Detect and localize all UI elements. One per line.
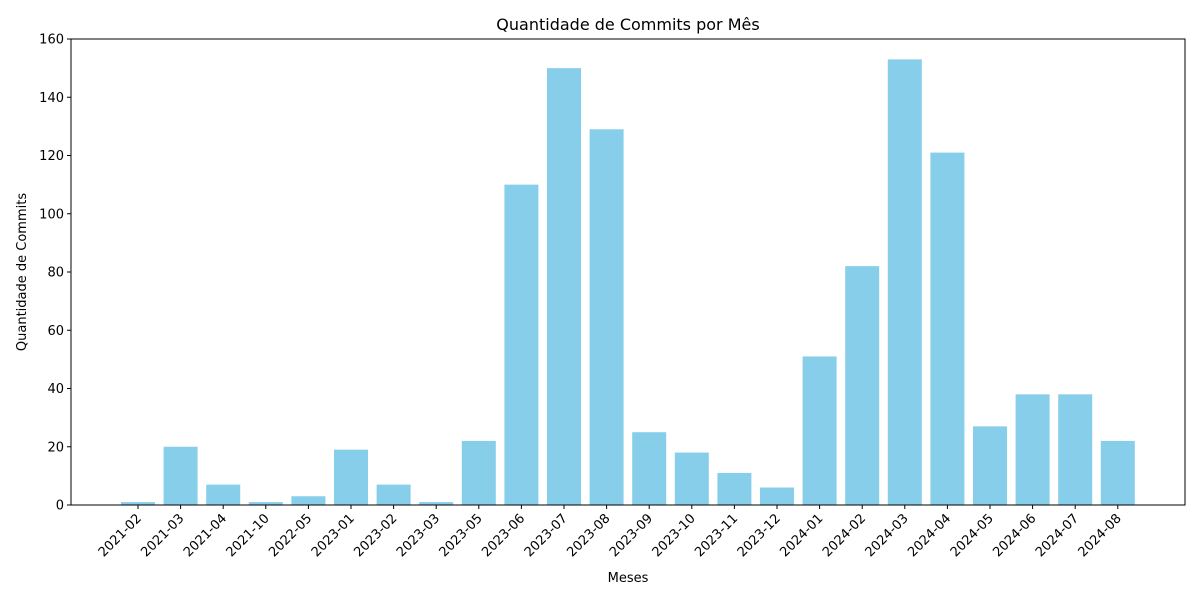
bar-2021-03 [163, 446, 198, 505]
plot-frame [70, 38, 1186, 506]
x-tick-label: 2023-06 [479, 511, 528, 560]
x-tick-label: 2024-04 [905, 511, 954, 560]
y-tick-label: 100 [39, 207, 64, 222]
x-tick-label: 2023-02 [351, 511, 400, 560]
y-tick-label: 80 [47, 266, 64, 281]
bar-2023-10 [674, 452, 709, 505]
bar-2023-08 [589, 129, 624, 506]
y-tick-label: 60 [47, 324, 64, 339]
bar-2023-06 [504, 184, 539, 506]
x-axis-label: Meses [608, 571, 649, 586]
bar-2021-02 [121, 502, 155, 505]
bars-group [121, 59, 1135, 506]
x-tick-label: 2024-08 [1076, 511, 1125, 560]
bar-2022-05 [291, 496, 326, 505]
bar-2023-05 [461, 440, 496, 505]
chart-title: Quantidade de Commits por Mês [496, 15, 759, 34]
bar-2023-09 [632, 432, 667, 505]
y-tick-label: 0 [56, 499, 64, 514]
y-tick-label: 160 [39, 33, 64, 48]
x-tick-label: 2021-04 [181, 511, 230, 560]
y-tick-label: 140 [39, 91, 64, 106]
x-tick-label: 2024-03 [863, 511, 912, 560]
bar-2024-06 [1015, 394, 1050, 505]
x-tick-label: 2021-03 [138, 511, 187, 560]
bar-2024-08 [1100, 440, 1135, 505]
x-tick-label: 2023-01 [309, 511, 358, 560]
x-tick-label: 2023-05 [437, 511, 486, 560]
x-tick-label: 2024-01 [777, 511, 826, 560]
x-tick-label: 2023-09 [607, 511, 656, 560]
bar-2023-07 [547, 68, 581, 506]
bar-2023-01 [334, 449, 368, 505]
x-tick-label: 2023-08 [564, 511, 613, 560]
y-tick-label: 120 [39, 149, 64, 164]
x-tick-label: 2023-07 [522, 511, 571, 560]
bar-2021-04 [206, 484, 241, 505]
x-tick-label: 2023-03 [394, 511, 443, 560]
bar-2023-12 [760, 487, 794, 505]
x-tick-label: 2024-06 [990, 511, 1039, 560]
bar-2023-02 [376, 484, 411, 505]
x-tick-label: 2023-10 [650, 511, 699, 560]
y-axis: 0 20 40 60 80 100 120 140 160 [39, 33, 71, 514]
y-axis-label: Quantidade de Commits [15, 193, 30, 351]
x-tick-label: 2021-02 [96, 511, 145, 560]
bar-2024-03 [887, 59, 922, 505]
bar-2024-07 [1058, 394, 1093, 505]
bar-2023-03 [419, 502, 454, 505]
x-axis: 2021-022021-032021-042021-102022-052023-… [96, 505, 1125, 560]
x-tick-label: 2023-12 [735, 511, 784, 560]
bar-2021-10 [248, 502, 283, 505]
bar-2024-02 [845, 266, 880, 505]
bar-2024-04 [930, 152, 965, 505]
x-tick-label: 2023-11 [692, 511, 741, 560]
y-tick-label: 20 [47, 440, 64, 455]
x-tick-label: 2021-10 [224, 511, 273, 560]
y-tick-label: 40 [47, 382, 64, 397]
x-tick-label: 2024-05 [948, 511, 997, 560]
bar-2024-05 [973, 426, 1007, 505]
bar-2023-11 [717, 472, 752, 505]
x-tick-label: 2024-07 [1033, 511, 1082, 560]
bar-2024-01 [802, 356, 837, 505]
x-tick-label: 2024-02 [820, 511, 869, 560]
x-tick-label: 2022-05 [266, 511, 315, 560]
